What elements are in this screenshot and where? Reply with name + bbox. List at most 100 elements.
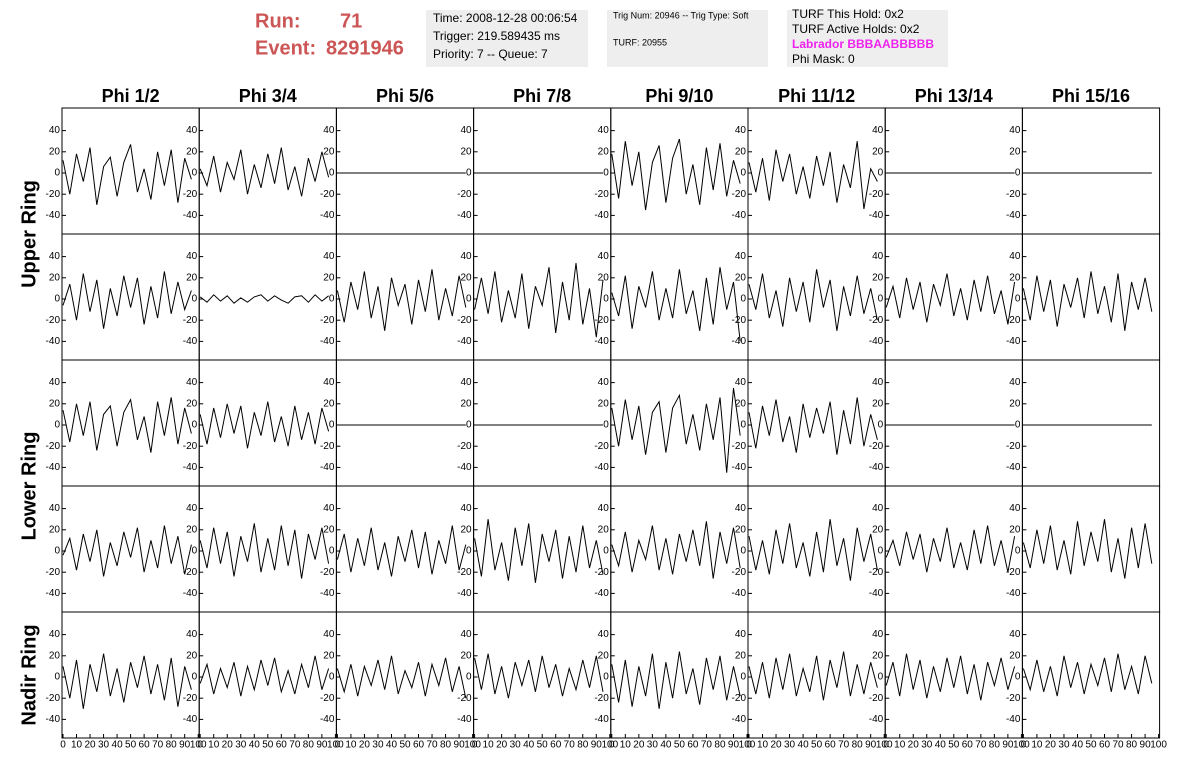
y-tick-label: -20 [869, 567, 884, 578]
y-tick-label: 0 [740, 546, 746, 557]
y-tick-label: -40 [594, 210, 609, 221]
y-tick-label: 40 [735, 377, 747, 388]
y-tick-label: 20 [186, 146, 198, 157]
y-tick-label: 0 [1015, 546, 1021, 557]
panel-frame [335, 359, 475, 487]
y-tick-label: -40 [1006, 462, 1021, 473]
x-tick-label: 60 [139, 740, 151, 751]
y-tick-label: 20 [1009, 650, 1021, 661]
panel-frame [473, 485, 612, 613]
y-tick-label: -20 [320, 315, 335, 326]
y-tick-label: 20 [186, 272, 198, 283]
panel-frame [747, 485, 886, 613]
waveform [199, 294, 329, 304]
y-tick-label: 40 [598, 125, 610, 136]
y-tick-label: -40 [320, 210, 335, 221]
panel-frame [61, 107, 200, 235]
x-tick-label: 50 [399, 740, 411, 751]
y-tick-label: -20 [457, 567, 472, 578]
waveform [611, 138, 741, 211]
y-tick-label: 40 [460, 629, 472, 640]
x-tick-label: 20 [633, 740, 645, 751]
panel-frame [884, 233, 1023, 361]
y-tick-label: -40 [320, 588, 335, 599]
x-tick-label: 40 [798, 740, 810, 751]
x-tick-label: 30 [510, 740, 522, 751]
info-box [426, 10, 588, 67]
y-tick-label: -40 [46, 336, 61, 347]
y-tick-label: 0 [192, 672, 198, 683]
x-tick-label: 80 [303, 740, 315, 751]
waveform [885, 273, 1016, 325]
y-tick-label: 20 [872, 650, 884, 661]
y-tick-label: -20 [457, 189, 472, 200]
x-tick-label: 30 [1058, 740, 1070, 751]
y-tick-label: 0 [740, 168, 746, 179]
y-tick-label: 40 [735, 629, 747, 640]
y-tick-label: 40 [872, 125, 884, 136]
y-tick-label: -20 [1006, 315, 1021, 326]
x-tick-label: 10 [71, 740, 83, 751]
y-tick-label: -40 [183, 714, 198, 725]
panel-frame [335, 233, 475, 361]
x-tick-label: 40 [1072, 740, 1084, 751]
panel-frame [610, 233, 749, 361]
x-tick-label: 60 [413, 740, 425, 751]
y-tick-label: 20 [323, 398, 335, 409]
panel-frame [61, 611, 200, 739]
y-tick-label: -20 [183, 189, 198, 200]
x-tick-label: 20 [84, 740, 96, 751]
y-tick-label: 40 [323, 251, 335, 262]
x-tick-label: 90 [179, 740, 191, 751]
y-tick-label: 20 [598, 650, 610, 661]
y-tick-label: -40 [869, 336, 884, 347]
panel-frame [884, 485, 1023, 613]
x-tick-label: 0 [609, 740, 615, 751]
y-tick-label: 40 [872, 251, 884, 262]
column-title: Phi 1/2 [102, 86, 160, 106]
y-tick-label: 0 [329, 294, 335, 305]
column-title: Phi 15/16 [1052, 86, 1130, 106]
y-tick-label: -20 [732, 441, 747, 452]
x-tick-label: 30 [372, 740, 384, 751]
x-tick-label: 90 [865, 740, 877, 751]
y-tick-label: 0 [878, 420, 884, 431]
x-tick-label: 90 [316, 740, 328, 751]
y-tick-label: -20 [183, 441, 198, 452]
waveform [885, 653, 1016, 701]
y-tick-label: -20 [594, 693, 609, 704]
y-tick-label: 40 [49, 503, 61, 514]
x-tick-label: 30 [235, 740, 247, 751]
x-tick-label: 100 [1150, 740, 1167, 751]
y-tick-label: -20 [869, 693, 884, 704]
y-tick-label: 0 [54, 420, 60, 431]
x-tick-label: 100 [464, 740, 481, 751]
x-tick-label: 80 [577, 740, 589, 751]
x-tick-label: 40 [249, 740, 261, 751]
column-title: Phi 11/12 [778, 86, 855, 106]
y-tick-label: 40 [460, 377, 472, 388]
y-tick-label: 0 [466, 420, 472, 431]
run-label: Run: [255, 10, 301, 32]
x-tick-label: 60 [550, 740, 562, 751]
panel-frame [1021, 359, 1161, 487]
waveform [474, 653, 604, 699]
x-tick-label: 20 [770, 740, 782, 751]
waveform [748, 519, 878, 581]
x-tick-label: 70 [838, 740, 850, 751]
x-tick-label: 70 [701, 740, 713, 751]
y-tick-label: 40 [598, 503, 610, 514]
event-label: Event: [255, 37, 316, 59]
y-tick-label: 20 [323, 524, 335, 535]
y-tick-label: 40 [323, 377, 335, 388]
y-tick-label: 20 [323, 146, 335, 157]
y-tick-label: 40 [49, 251, 61, 262]
y-tick-label: -40 [869, 714, 884, 725]
y-tick-label: 20 [49, 650, 61, 661]
y-tick-label: -20 [183, 693, 198, 704]
x-tick-label: 60 [687, 740, 699, 751]
y-tick-label: 0 [466, 546, 472, 557]
y-tick-label: -20 [46, 567, 61, 578]
y-tick-label: 0 [603, 294, 609, 305]
y-tick-label: -20 [183, 315, 198, 326]
